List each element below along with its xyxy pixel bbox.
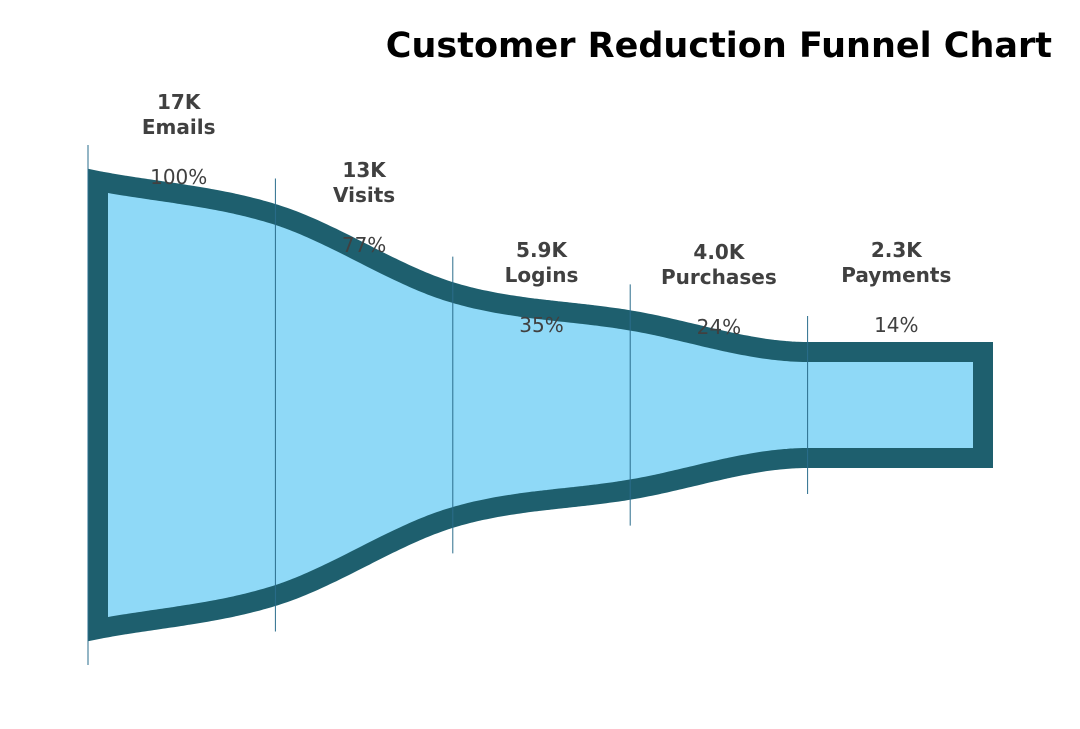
stage-label-emails: 17K Emails 100% bbox=[142, 90, 216, 189]
stage-percent: 24% bbox=[696, 315, 742, 339]
stage-value: 2.3K bbox=[870, 238, 922, 262]
chart-title: Customer Reduction Funnel Chart bbox=[385, 26, 1052, 66]
stage-value: 4.0K bbox=[693, 240, 745, 264]
stage-percent: 100% bbox=[150, 165, 208, 189]
stage-name: Payments bbox=[841, 263, 952, 287]
stage-name: Logins bbox=[504, 263, 579, 287]
stage-value: 13K bbox=[342, 158, 386, 182]
stage-name: Emails bbox=[141, 115, 216, 139]
stage-percent: 77% bbox=[341, 233, 387, 257]
stage-percent: 35% bbox=[519, 313, 564, 337]
stage-label-payments: 2.3K Payments 14% bbox=[841, 238, 951, 337]
stage-value: 17K bbox=[157, 90, 201, 114]
stage-label-logins: 5.9K Logins 35% bbox=[505, 238, 579, 337]
stage-dividers bbox=[87, 145, 809, 665]
stage-value: 5.9K bbox=[516, 238, 567, 262]
stage-name: Visits bbox=[332, 183, 396, 207]
stage-label-visits: 13K Visits 77% bbox=[333, 158, 395, 257]
stage-name: Purchases bbox=[661, 265, 777, 289]
stage-percent: 14% bbox=[874, 313, 919, 337]
stage-label-purchases: 4.0K Purchases 24% bbox=[661, 240, 777, 339]
funnel-shape bbox=[88, 168, 993, 642]
